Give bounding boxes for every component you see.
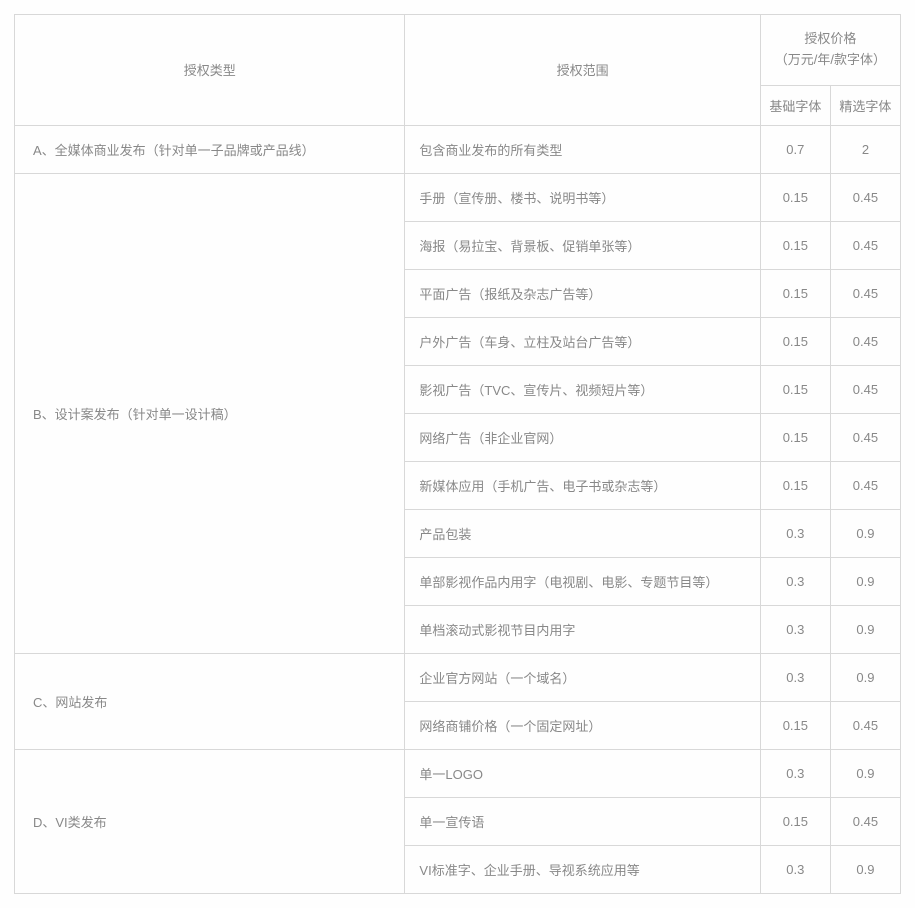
price-basic-cell: 0.15: [760, 317, 830, 365]
price-basic-cell: 0.3: [760, 653, 830, 701]
price-premium-cell: 0.45: [830, 701, 900, 749]
price-premium-cell: 0.45: [830, 797, 900, 845]
price-premium-cell: 0.9: [830, 749, 900, 797]
price-basic-cell: 0.7: [760, 125, 830, 173]
scope-cell: 网络广告（非企业官网）: [405, 413, 760, 461]
price-premium-cell: 0.45: [830, 173, 900, 221]
price-basic-cell: 0.15: [760, 797, 830, 845]
price-basic-cell: 0.15: [760, 413, 830, 461]
price-basic-cell: 0.3: [760, 557, 830, 605]
type-cell: A、全媒体商业发布（针对单一子品牌或产品线）: [15, 125, 405, 173]
price-basic-cell: 0.3: [760, 845, 830, 893]
header-price-basic: 基础字体: [760, 85, 830, 125]
price-basic-cell: 0.15: [760, 221, 830, 269]
price-premium-cell: 0.9: [830, 845, 900, 893]
price-basic-cell: 0.15: [760, 461, 830, 509]
table-header-row-1: 授权类型 授权范围 授权价格 （万元/年/款字体）: [15, 15, 901, 86]
scope-cell: 海报（易拉宝、背景板、促销单张等）: [405, 221, 760, 269]
header-price-premium: 精选字体: [830, 85, 900, 125]
price-premium-cell: 0.9: [830, 653, 900, 701]
price-premium-cell: 0.9: [830, 509, 900, 557]
price-premium-cell: 0.45: [830, 221, 900, 269]
type-cell: D、VI类发布: [15, 749, 405, 893]
price-premium-cell: 0.45: [830, 461, 900, 509]
table-row: C、网站发布企业官方网站（一个域名）0.30.9: [15, 653, 901, 701]
scope-cell: 单一LOGO: [405, 749, 760, 797]
scope-cell: 企业官方网站（一个域名）: [405, 653, 760, 701]
type-cell: B、设计案发布（针对单一设计稿）: [15, 173, 405, 653]
scope-cell: 新媒体应用（手机广告、电子书或杂志等）: [405, 461, 760, 509]
scope-cell: 单部影视作品内用字（电视剧、电影、专题节目等）: [405, 557, 760, 605]
scope-cell: 单档滚动式影视节目内用字: [405, 605, 760, 653]
price-premium-cell: 2: [830, 125, 900, 173]
pricing-table: 授权类型 授权范围 授权价格 （万元/年/款字体） 基础字体 精选字体 A、全媒…: [14, 14, 901, 894]
price-premium-cell: 0.45: [830, 365, 900, 413]
type-cell: C、网站发布: [15, 653, 405, 749]
price-premium-cell: 0.9: [830, 605, 900, 653]
scope-cell: 单一宣传语: [405, 797, 760, 845]
scope-cell: 手册（宣传册、楼书、说明书等）: [405, 173, 760, 221]
price-basic-cell: 0.3: [760, 749, 830, 797]
price-premium-cell: 0.9: [830, 557, 900, 605]
scope-cell: 包含商业发布的所有类型: [405, 125, 760, 173]
price-premium-cell: 0.45: [830, 269, 900, 317]
price-basic-cell: 0.15: [760, 701, 830, 749]
price-premium-cell: 0.45: [830, 317, 900, 365]
header-type: 授权类型: [15, 15, 405, 126]
scope-cell: 网络商铺价格（一个固定网址）: [405, 701, 760, 749]
scope-cell: 平面广告（报纸及杂志广告等）: [405, 269, 760, 317]
scope-cell: 影视广告（TVC、宣传片、视频短片等）: [405, 365, 760, 413]
price-premium-cell: 0.45: [830, 413, 900, 461]
price-basic-cell: 0.15: [760, 269, 830, 317]
table-body: A、全媒体商业发布（针对单一子品牌或产品线）包含商业发布的所有类型0.72B、设…: [15, 125, 901, 893]
price-basic-cell: 0.15: [760, 365, 830, 413]
table-row: A、全媒体商业发布（针对单一子品牌或产品线）包含商业发布的所有类型0.72: [15, 125, 901, 173]
header-scope: 授权范围: [405, 15, 760, 126]
price-basic-cell: 0.15: [760, 173, 830, 221]
scope-cell: VI标准字、企业手册、导视系统应用等: [405, 845, 760, 893]
price-basic-cell: 0.3: [760, 605, 830, 653]
price-basic-cell: 0.3: [760, 509, 830, 557]
scope-cell: 户外广告（车身、立柱及站台广告等）: [405, 317, 760, 365]
header-price-group: 授权价格 （万元/年/款字体）: [760, 15, 900, 86]
scope-cell: 产品包装: [405, 509, 760, 557]
table-row: B、设计案发布（针对单一设计稿）手册（宣传册、楼书、说明书等）0.150.45: [15, 173, 901, 221]
table-row: D、VI类发布单一LOGO0.30.9: [15, 749, 901, 797]
